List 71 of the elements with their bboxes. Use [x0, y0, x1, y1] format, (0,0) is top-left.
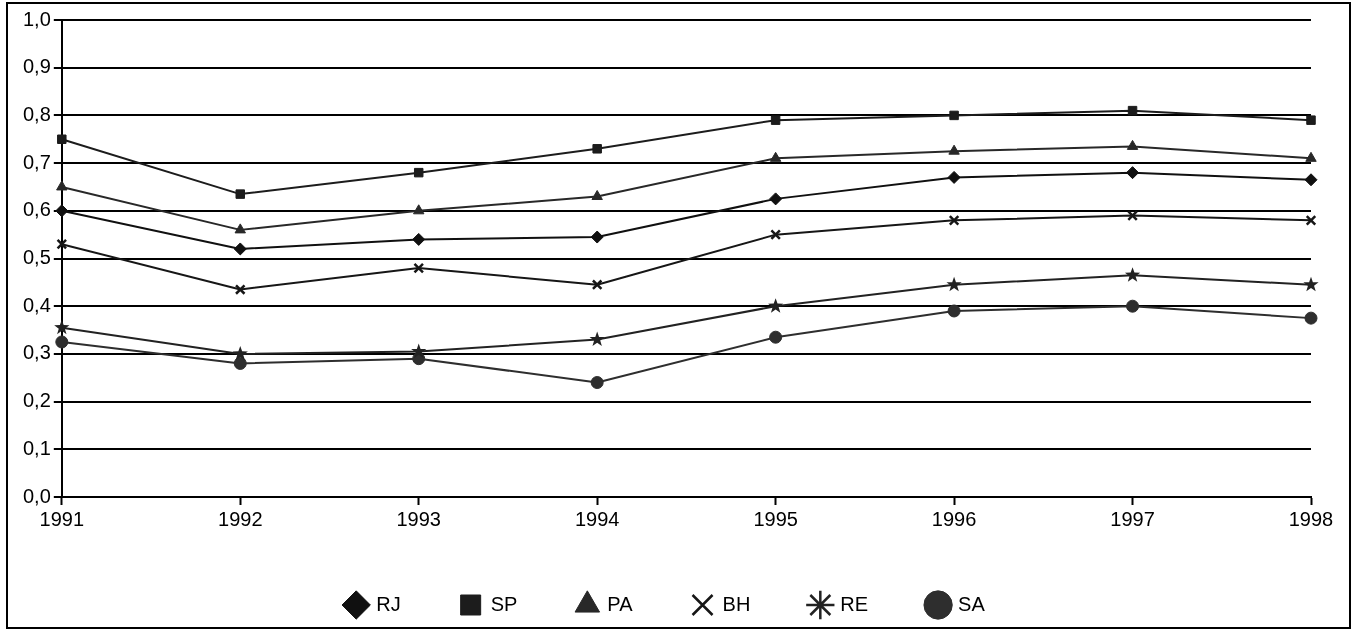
- legend-label: PA: [607, 592, 634, 615]
- point: [1126, 166, 1140, 180]
- point: [590, 230, 604, 244]
- point: [412, 232, 426, 246]
- point: [234, 223, 246, 234]
- x-tick-label: 1997: [1110, 507, 1155, 530]
- point: [55, 335, 69, 349]
- point: [769, 192, 783, 206]
- x-tick-label: 1995: [753, 507, 798, 530]
- point: [769, 151, 782, 162]
- point: [1303, 276, 1319, 292]
- point: [947, 170, 961, 184]
- point: [232, 345, 248, 361]
- point: [411, 343, 427, 358]
- y-tick-label: 0,9: [22, 55, 51, 78]
- legend-label: BH: [722, 592, 751, 615]
- point: [1305, 151, 1317, 162]
- point: [948, 144, 960, 155]
- y-tick-label: 0,5: [22, 246, 51, 269]
- point: [1304, 173, 1318, 187]
- point: [768, 298, 784, 313]
- y-tick-label: 0,6: [22, 198, 51, 221]
- point: [233, 356, 247, 370]
- point: [413, 204, 425, 215]
- point: [234, 284, 246, 295]
- point: [413, 167, 424, 178]
- y-tick-label: 0,1: [22, 436, 51, 459]
- x-tick-label: 1998: [1288, 507, 1334, 530]
- x-tick-label: 1993: [396, 507, 441, 530]
- legend-label: RE: [840, 592, 869, 615]
- y-tick-label: 1,0: [22, 7, 51, 30]
- point: [1304, 311, 1318, 325]
- x-tick-label: 1996: [931, 507, 977, 530]
- y-tick-label: 0,2: [22, 389, 51, 412]
- legend-label: SA: [958, 592, 986, 615]
- point: [1126, 299, 1140, 313]
- y-tick-label: 0,0: [22, 484, 51, 507]
- point: [948, 214, 960, 226]
- point: [1127, 105, 1138, 116]
- point: [233, 242, 247, 256]
- point: [770, 115, 781, 125]
- x-tick-label: 1994: [574, 507, 620, 530]
- point: [235, 189, 245, 199]
- point: [54, 319, 70, 335]
- point: [1126, 139, 1139, 150]
- point: [413, 262, 425, 274]
- point: [590, 376, 604, 390]
- y-tick-label: 0,3: [22, 341, 51, 364]
- point: [946, 276, 962, 292]
- point: [947, 304, 961, 318]
- point: [57, 134, 67, 144]
- point: [1127, 210, 1139, 222]
- point: [591, 279, 603, 291]
- point: [1305, 214, 1317, 226]
- point: [770, 229, 782, 241]
- y-tick-label: 0,8: [22, 102, 51, 125]
- point: [1306, 115, 1316, 125]
- point: [56, 238, 68, 250]
- y-tick-label: 0,4: [22, 293, 51, 316]
- point: [592, 144, 602, 154]
- x-tick-label: 1992: [218, 507, 263, 530]
- x-tick-label: 1991: [39, 507, 85, 530]
- point: [589, 331, 605, 347]
- y-tick-label: 0,7: [22, 150, 51, 173]
- point: [56, 180, 68, 191]
- legend-label: SP: [490, 592, 518, 615]
- point: [769, 330, 783, 344]
- point: [949, 110, 959, 121]
- point: [1124, 267, 1141, 282]
- legend-label: RJ: [376, 592, 401, 615]
- point: [591, 189, 603, 200]
